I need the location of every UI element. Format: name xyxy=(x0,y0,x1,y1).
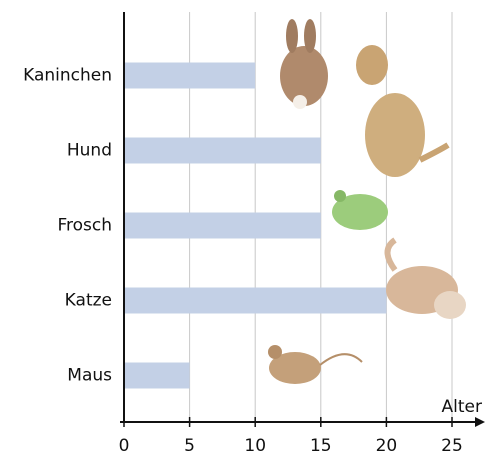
x-tick-label: 10 xyxy=(244,436,266,454)
x-axis-arrow xyxy=(475,417,485,427)
rabbit-ear xyxy=(286,19,298,53)
y-tick-label: Frosch xyxy=(57,216,112,236)
y-tick-label: Hund xyxy=(67,141,112,161)
bar xyxy=(124,363,190,389)
chart: 0 5 10 15 20 25 Kaninchen Hund Frosch Katze Maus Al… xyxy=(0,0,491,454)
y-tick-label: Katze xyxy=(65,291,112,311)
bar xyxy=(124,288,386,314)
x-tick-label: 25 xyxy=(441,436,463,454)
y-tick-label: Maus xyxy=(67,366,112,386)
bar xyxy=(124,63,255,89)
x-tick-label: 20 xyxy=(376,436,398,454)
page: {"chart_data": {"type": "bar", "orientat… xyxy=(0,0,491,454)
frog-eye xyxy=(334,190,346,202)
rabbit-tail xyxy=(293,95,307,109)
cat-head xyxy=(434,291,466,319)
x-tick-label: 15 xyxy=(310,436,332,454)
mouse-ear xyxy=(268,345,282,359)
bar xyxy=(124,138,321,164)
x-tick-label: 0 xyxy=(119,436,130,454)
bar xyxy=(124,213,321,239)
rabbit-ear xyxy=(304,19,316,53)
x-axis-label: Alter xyxy=(442,397,482,417)
x-tick-label: 5 xyxy=(184,436,195,454)
cat-tail xyxy=(388,240,396,270)
decorations xyxy=(268,19,466,384)
dog-head xyxy=(356,45,388,85)
dog-illustration xyxy=(365,93,425,177)
dog-tail xyxy=(420,145,448,160)
mouse-tail xyxy=(320,354,362,365)
y-tick-label: Kaninchen xyxy=(23,66,112,86)
